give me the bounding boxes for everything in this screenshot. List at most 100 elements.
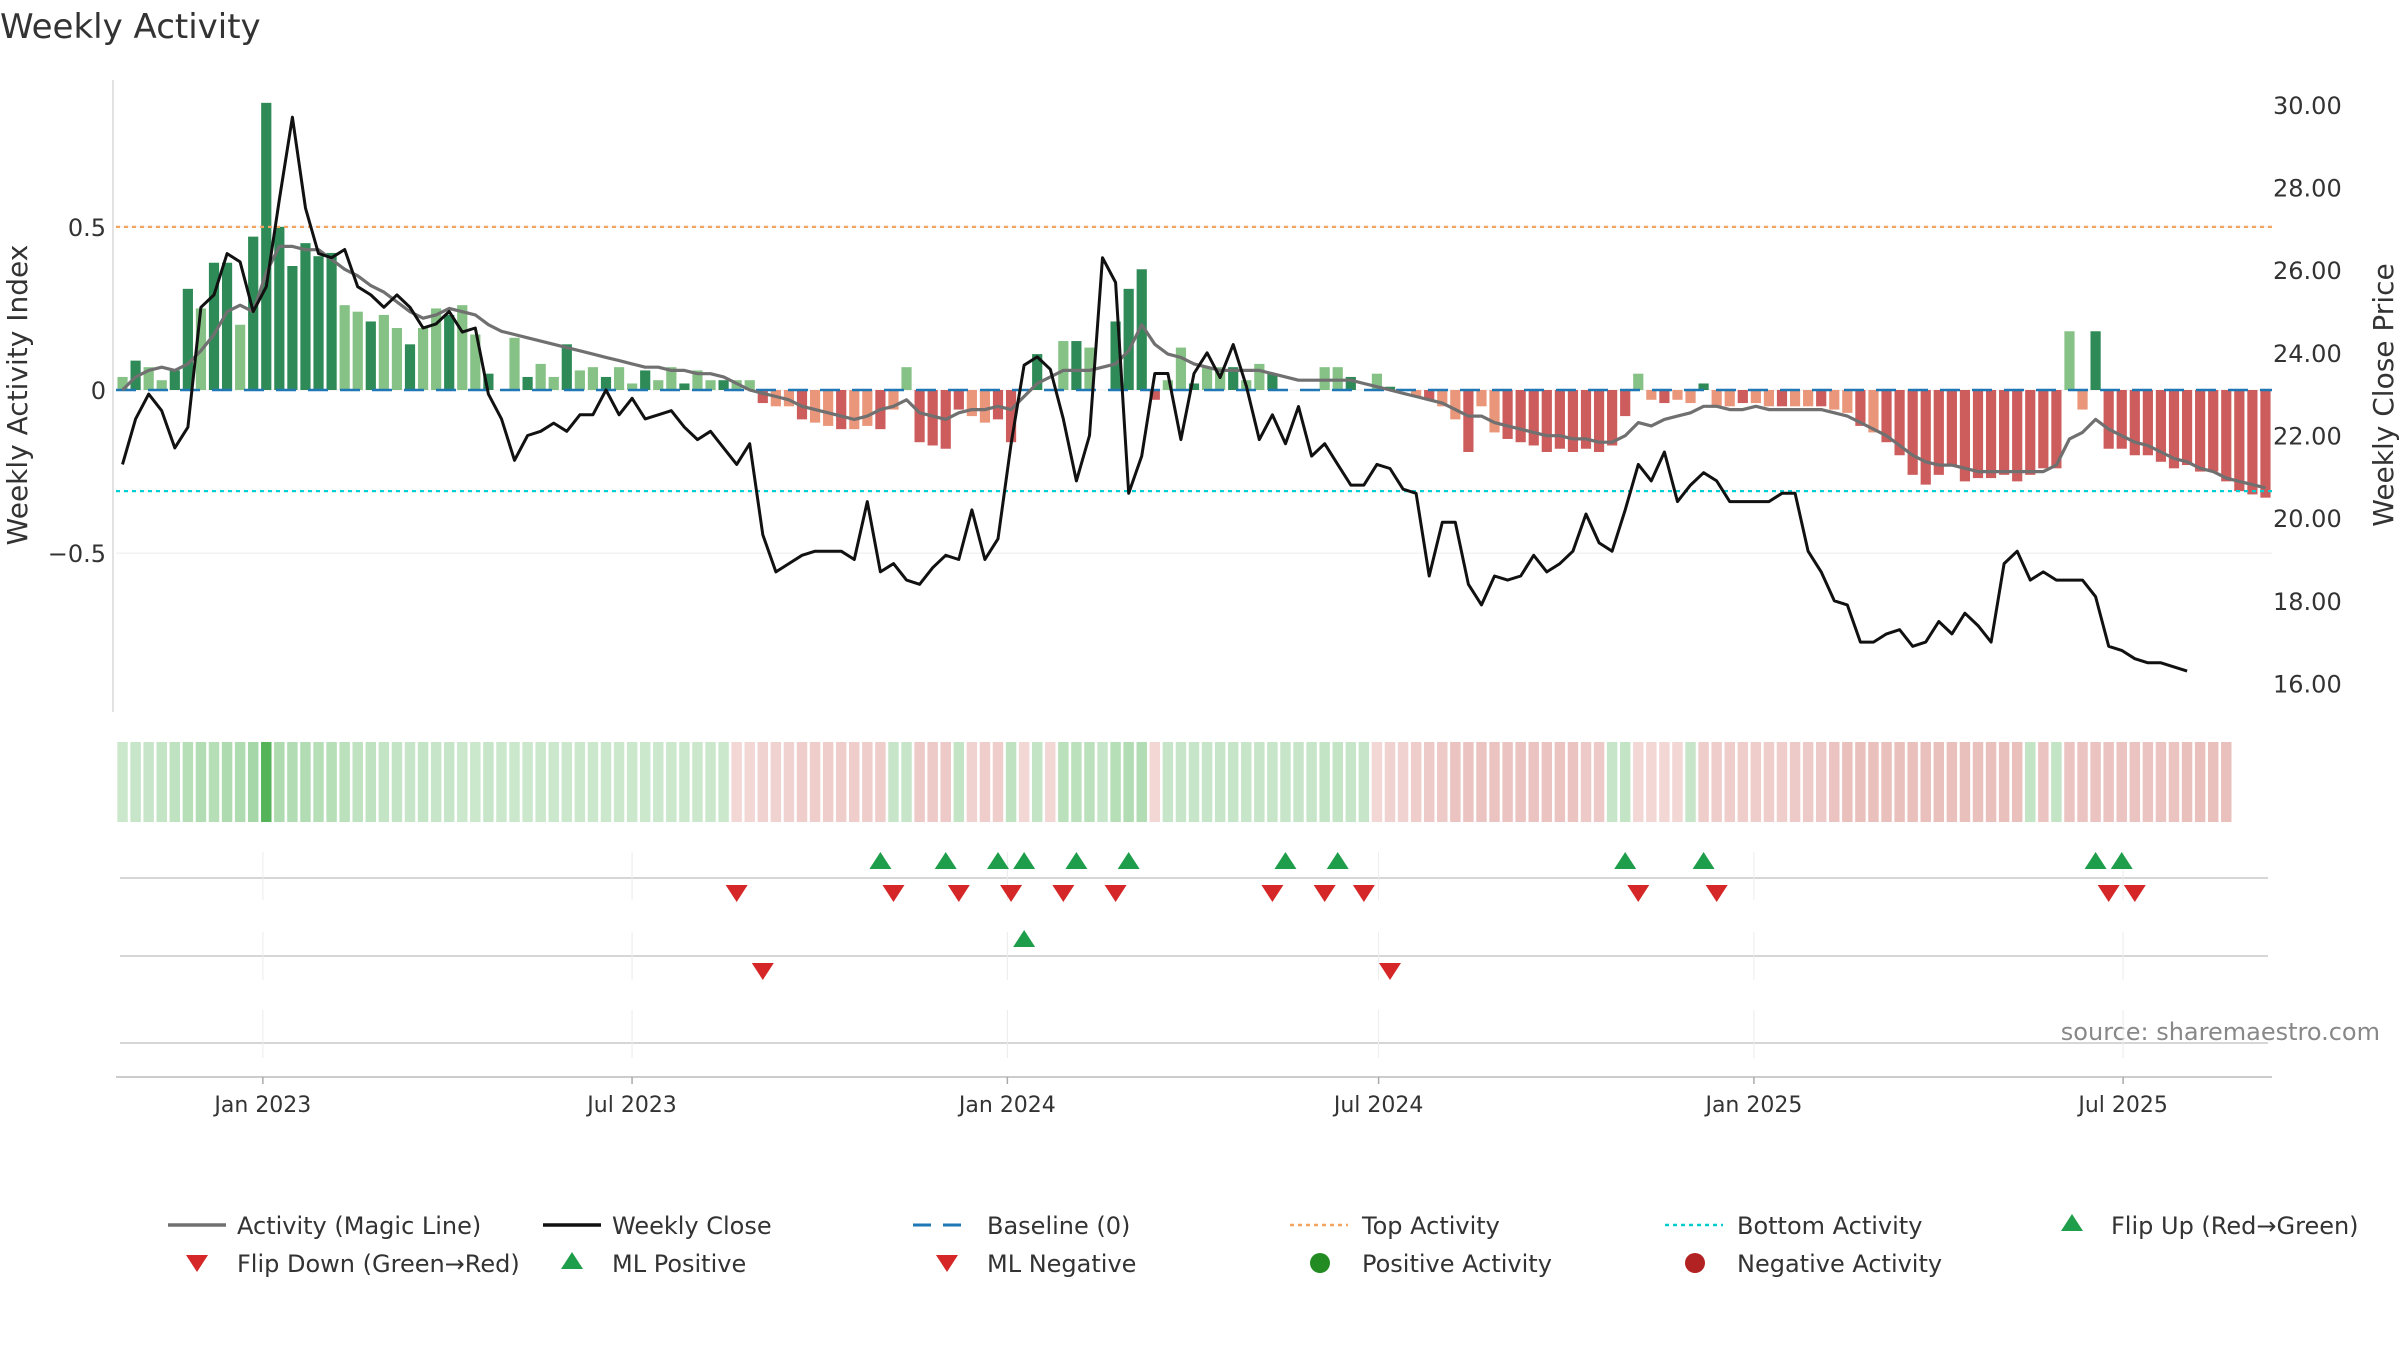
activity-bar [117, 376, 128, 390]
heatmap-cell [1894, 742, 1905, 822]
heatmap-cell [509, 742, 520, 822]
flip-up-marker [934, 852, 957, 869]
heatmap-cell [1659, 742, 1670, 822]
activity-bar [404, 344, 416, 390]
flip-up-marker [2084, 852, 2107, 869]
heatmap-cell [770, 742, 782, 822]
activity-bar [1737, 390, 1748, 404]
legend-swatch [186, 1255, 208, 1272]
heatmap-cell [809, 742, 821, 822]
heatmap-cell [1907, 742, 1918, 822]
activity-bar [953, 390, 964, 410]
activity-bar [1228, 367, 1239, 390]
heatmap-cell [1058, 742, 1069, 822]
activity-bar [1593, 390, 1605, 452]
heatmap-cell [1437, 742, 1448, 822]
heatmap-cell [2155, 742, 2167, 822]
activity-bar [1188, 383, 1200, 390]
heatmap-cell [378, 742, 390, 822]
heatmap-cell [274, 742, 285, 822]
heatmap-cell [1097, 742, 1108, 822]
legend-swatch [936, 1255, 958, 1272]
heatmap-cell [679, 742, 690, 822]
heatmap-cell [1371, 742, 1383, 822]
legend-item-negdot: Negative Activity [1685, 1250, 1942, 1278]
heatmap-cell [1463, 742, 1474, 822]
activity-bar [1789, 390, 1801, 407]
activity-bar [2168, 390, 2180, 469]
activity-bar [2234, 390, 2245, 492]
heatmap-cell [2051, 742, 2062, 822]
legend: Activity (Magic Line) Weekly Close Baselin… [168, 1212, 2359, 1278]
activity-bar [1959, 390, 1971, 482]
activity-bar [326, 252, 337, 390]
heatmap-cell [1423, 742, 1435, 822]
heatmap-cell [692, 742, 703, 822]
x-tick-label: Jul 2023 [585, 1093, 677, 1118]
activity-bar [1005, 390, 1017, 443]
heatmap-cell [234, 742, 246, 822]
heatmap-cell [1384, 742, 1396, 822]
activity-bar [653, 380, 664, 390]
heatmap-cell [1789, 742, 1801, 822]
heatmap-cell [548, 742, 559, 822]
heatmap-cell [1397, 742, 1409, 822]
activity-bar [640, 370, 651, 390]
activity-bar [417, 328, 429, 390]
activity-bar [2116, 390, 2127, 449]
heatmap-cell [2194, 742, 2206, 822]
heatmap-cell [914, 742, 925, 822]
flip-down-marker [1000, 885, 1023, 902]
heatmap-cell [1868, 742, 1879, 822]
activity-bar [1149, 390, 1160, 400]
right-tick-label: 24.00 [2273, 340, 2342, 368]
heatmap-cell [1489, 742, 1500, 822]
left-tick-label: 0 [91, 377, 106, 405]
activity-bar [1907, 390, 1918, 475]
heatmap-cell [1214, 742, 1226, 822]
activity-bar [1646, 390, 1657, 400]
activity-bar [1972, 390, 1984, 479]
heatmap-cell [1528, 742, 1539, 822]
heatmap-cell [2221, 742, 2232, 822]
heatmap-cell [1071, 742, 1082, 822]
activity-bar [1267, 373, 1278, 390]
activity-bar [444, 314, 455, 390]
heatmap-cell [1633, 742, 1644, 822]
activity-bar [1489, 390, 1500, 433]
heatmap-cell [1842, 742, 1853, 822]
legend-label: Top Activity [1361, 1212, 1500, 1240]
heatmap-cell [2077, 742, 2088, 822]
right-tick-label: 26.00 [2273, 257, 2342, 285]
heatmap-cell [2025, 742, 2036, 822]
heatmap-cell [352, 742, 363, 822]
heatmap-cell [195, 742, 207, 822]
heatmap-cell [574, 742, 586, 822]
legend-item-close: Weekly Close [543, 1212, 772, 1240]
flip-down-marker [2097, 885, 2120, 902]
legend-label: Baseline (0) [987, 1212, 1130, 1240]
activity-bar [1711, 390, 1722, 407]
legend-label: Positive Activity [1362, 1250, 1552, 1278]
flip-down-marker [1705, 885, 1728, 902]
heatmap-cell [1162, 742, 1174, 822]
legend-item-flipdown: Flip Down (Green→Red) [186, 1250, 520, 1278]
activity-bar [1450, 390, 1461, 420]
activity-bar [600, 376, 612, 390]
heatmap-cell [1136, 742, 1147, 822]
heatmap-cell [221, 742, 233, 822]
activity-bar [1868, 390, 1879, 433]
flip-up-marker [1065, 852, 1088, 869]
legend-item-bottom: Bottom Activity [1665, 1212, 1922, 1240]
activity-bar [1071, 341, 1082, 390]
activity-bar [182, 288, 193, 390]
activity-bar [979, 390, 991, 423]
heatmap-cell [1829, 742, 1840, 822]
heatmap-cell [1946, 742, 1958, 822]
heatmap-cell [966, 742, 978, 822]
activity-bar [966, 390, 977, 417]
activity-bar [235, 324, 246, 390]
heatmap-cell [1476, 742, 1487, 822]
activity-bar [744, 380, 755, 390]
